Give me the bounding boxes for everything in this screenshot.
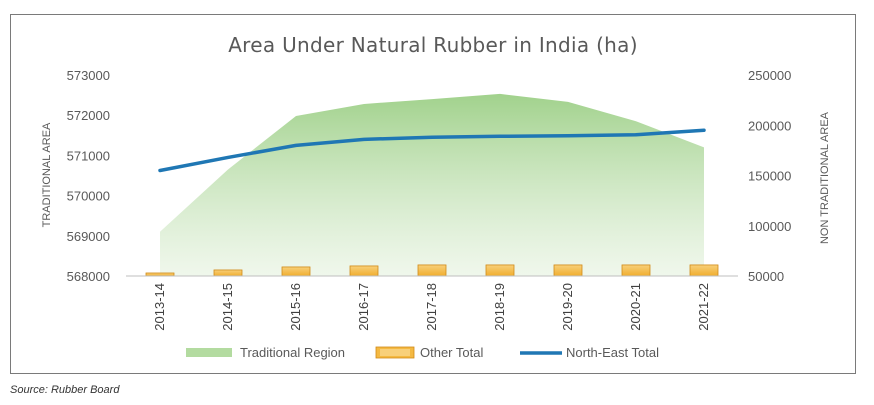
y-right-tick-label: 250000 <box>748 68 791 83</box>
x-tick-label: 2021-22 <box>696 283 711 331</box>
y-right-tick-label: 150000 <box>748 169 791 184</box>
y-left-tick-label: 571000 <box>67 148 110 163</box>
source-note: Source: Rubber Board <box>10 384 120 396</box>
legend-label-other-total: Other Total <box>420 345 483 360</box>
y-right-tick-label: 100000 <box>748 219 791 234</box>
legend-label-north-east-total: North-East Total <box>566 345 659 360</box>
x-tick-label: 2017-18 <box>424 283 439 331</box>
bar-other-total <box>689 264 719 277</box>
line-north-east-total <box>158 128 706 173</box>
y-left-tick-label: 569000 <box>67 229 110 244</box>
x-tick-label: 2016-17 <box>356 283 371 331</box>
y-left-tick-label: 573000 <box>67 68 110 83</box>
bar-other-total <box>213 269 243 277</box>
y-right-tick-label: 200000 <box>748 118 791 133</box>
y-left-tick-label: 568000 <box>67 269 110 284</box>
y-left-tick-label: 572000 <box>67 108 110 123</box>
area-traditional-region <box>160 93 704 276</box>
x-tick-label: 2020-21 <box>628 283 643 331</box>
y-right-axis-label: NON TRADITIONAL AREA <box>819 111 831 244</box>
x-tick-label: 2018-19 <box>492 283 507 331</box>
bar-other-total <box>281 266 311 277</box>
bar-other-total <box>621 264 651 277</box>
legend-label-traditional-region: Traditional Region <box>240 345 345 360</box>
x-tick-label: 2013-14 <box>152 283 167 331</box>
bar-other-total <box>485 264 515 277</box>
y-right-tick-label: 50000 <box>748 269 784 284</box>
x-tick-label: 2019-20 <box>560 283 575 331</box>
bar-other-total <box>417 264 447 277</box>
y-left-axis-label: TRADITIONAL AREA <box>41 122 53 227</box>
x-tick-label: 2015-16 <box>288 283 303 331</box>
x-tick-label: 2014-15 <box>220 283 235 331</box>
legend-swatch-other-total-inner <box>380 349 410 356</box>
chart-title: Area Under Natural Rubber in India (ha) <box>228 33 638 57</box>
bar-other-total <box>553 264 583 277</box>
y-left-tick-label: 570000 <box>67 189 110 204</box>
legend-swatch-traditional-region <box>186 348 232 357</box>
bar-other-total <box>349 265 379 277</box>
